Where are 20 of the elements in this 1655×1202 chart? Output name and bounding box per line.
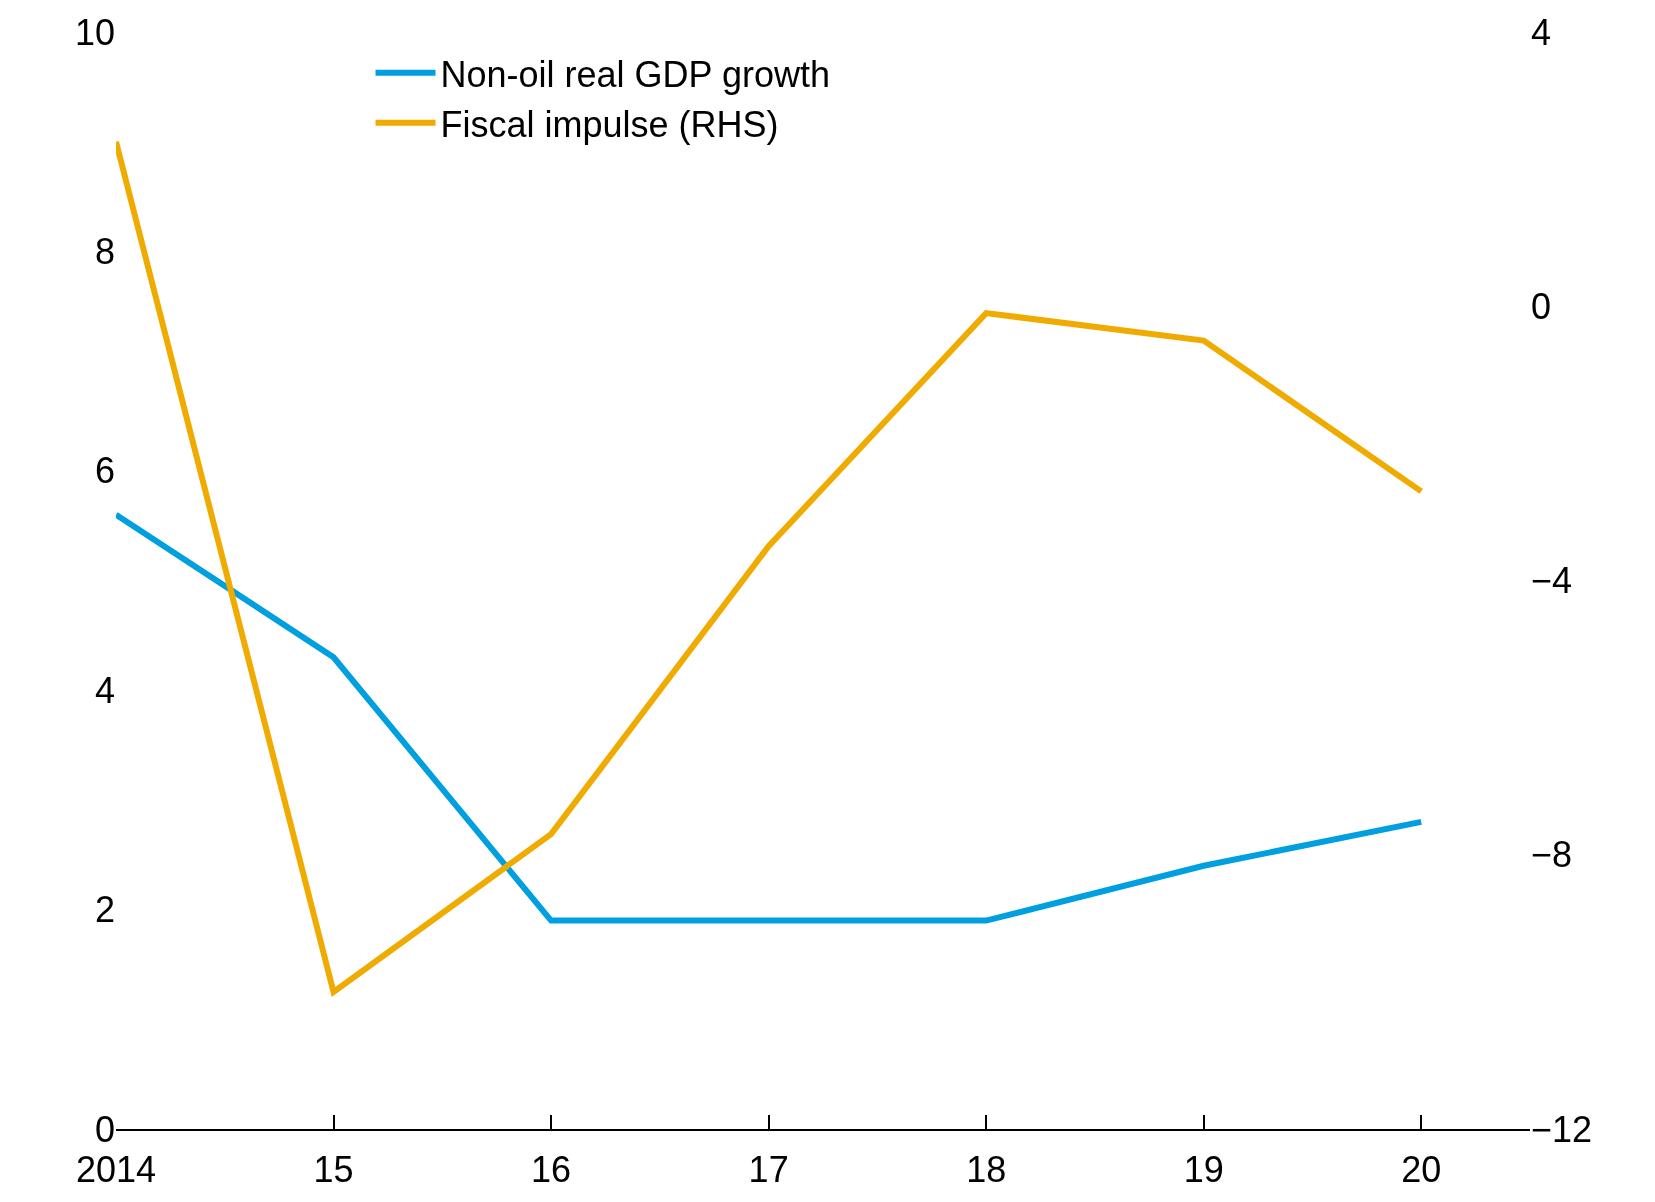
legend-label: Fiscal impulse (RHS): [440, 103, 779, 145]
y-tick-label: 10: [74, 11, 115, 53]
y-tick-label: 0: [94, 1108, 115, 1150]
x-tick-label: 18: [966, 1149, 1007, 1191]
y-tick-label: 6: [94, 450, 115, 492]
y2-tick-label: 0: [1531, 285, 1552, 327]
x-tick-label: 2014: [75, 1149, 157, 1191]
y2-tick-label: −8: [1531, 834, 1573, 876]
x-tick-label: 16: [531, 1149, 572, 1191]
y-tick-label: 2: [94, 889, 115, 931]
x-tick-label: 15: [313, 1149, 354, 1191]
x-tick-label: 19: [1183, 1149, 1224, 1191]
y2-tick-label: −4: [1531, 560, 1573, 602]
y-tick-label: 8: [94, 231, 115, 272]
x-tick-label: 20: [1401, 1149, 1442, 1191]
legend-label: Non-oil real GDP growth: [440, 53, 831, 95]
y-tick-label: 4: [94, 669, 115, 711]
x-tick-label: 17: [748, 1149, 789, 1191]
y2-tick-label: −12: [1531, 1108, 1593, 1150]
y2-tick-label: 4: [1531, 11, 1552, 53]
